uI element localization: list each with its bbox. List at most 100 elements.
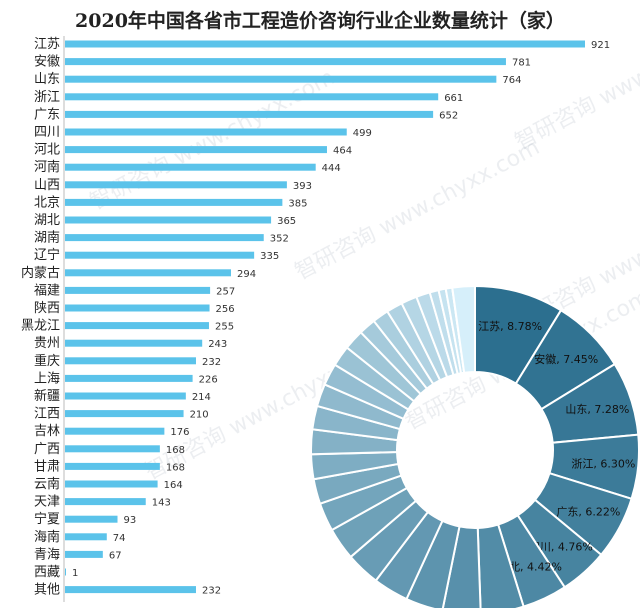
pie-slice-label: 浙江, 6.30%	[571, 457, 635, 470]
bar	[65, 445, 160, 453]
category-label: 海南	[34, 529, 60, 545]
category-label: 其他	[34, 583, 60, 598]
data-label: 210	[190, 410, 209, 421]
pie-slice-label: 广东, 6.22%	[556, 506, 620, 519]
bar	[65, 110, 434, 118]
chart-title: 2020年中国各省市工程造价咨询行业企业数量统计（家）	[75, 10, 565, 32]
bar	[65, 234, 264, 242]
category-label: 内蒙古	[21, 265, 60, 281]
bar	[65, 251, 255, 259]
data-label: 168	[166, 462, 185, 473]
data-label: 444	[322, 163, 341, 174]
data-label: 352	[270, 234, 289, 245]
category-label: 安徽	[34, 55, 60, 70]
category-label: 陕西	[34, 301, 60, 316]
pie-slice-label: 安徽, 7.45%	[534, 352, 598, 366]
data-label: 226	[199, 374, 218, 385]
data-label: 257	[216, 286, 235, 297]
bar	[65, 304, 210, 312]
data-label: 256	[216, 304, 235, 315]
bar	[65, 550, 103, 558]
bar	[65, 427, 165, 435]
pie-slice-label: 山东, 7.28%	[565, 403, 629, 416]
category-label: 宁夏	[34, 511, 60, 527]
data-label: 464	[333, 146, 352, 157]
category-label: 吉林	[34, 424, 60, 439]
data-label: 764	[502, 75, 521, 86]
bar	[65, 357, 196, 365]
category-label: 山东	[34, 72, 60, 87]
data-label: 661	[444, 93, 463, 104]
bar	[65, 128, 347, 136]
data-label: 781	[512, 58, 531, 69]
category-label: 山西	[34, 178, 60, 193]
data-label: 365	[277, 216, 296, 227]
watermark-text: 智研咨询 www.chyxx.com	[511, 5, 640, 155]
bar	[65, 515, 118, 523]
bar	[65, 146, 327, 154]
bar	[65, 163, 316, 171]
data-label: 255	[215, 322, 234, 333]
bar	[65, 410, 184, 418]
category-label: 贵州	[34, 336, 60, 351]
data-label: 335	[260, 251, 279, 262]
category-label: 甘肃	[34, 459, 60, 474]
data-label: 168	[166, 445, 185, 456]
watermark-text: 智研咨询 www.chyxx.com	[86, 65, 339, 215]
category-label: 湖南	[34, 230, 60, 246]
category-label: 浙江	[34, 90, 60, 105]
data-label: 243	[208, 339, 227, 350]
bar	[65, 216, 272, 224]
bar	[65, 462, 160, 470]
category-label: 青海	[34, 547, 60, 562]
bar	[65, 286, 211, 294]
bar	[65, 498, 146, 506]
bar	[65, 75, 497, 83]
category-label: 重庆	[34, 353, 60, 369]
watermark-text: 智研咨询 www.chyxx.com	[291, 135, 544, 285]
bar	[65, 322, 209, 330]
data-label: 393	[293, 181, 312, 192]
data-label: 1	[72, 568, 78, 579]
category-label: 辽宁	[34, 247, 60, 263]
bar	[65, 339, 203, 347]
bar	[65, 269, 231, 277]
category-label: 江苏	[34, 36, 60, 52]
category-label: 西藏	[34, 565, 60, 580]
category-label: 河南	[34, 159, 60, 175]
bar	[65, 198, 283, 206]
bar	[65, 374, 193, 382]
data-label: 232	[202, 586, 221, 597]
bar	[65, 568, 66, 576]
bar	[65, 58, 506, 66]
bar	[65, 392, 186, 400]
bar	[65, 40, 585, 48]
category-label: 天津	[34, 495, 60, 510]
data-label: 232	[202, 357, 221, 368]
category-label: 湖北	[34, 213, 60, 228]
data-label: 385	[288, 198, 307, 209]
bar	[65, 480, 158, 488]
data-label: 214	[192, 392, 211, 403]
bar	[65, 181, 287, 189]
bar	[65, 93, 439, 101]
category-label: 广东	[34, 107, 60, 122]
category-label: 广西	[34, 442, 60, 457]
bar	[65, 586, 196, 594]
data-label: 164	[164, 480, 183, 491]
data-label: 74	[113, 533, 126, 544]
category-label: 黑龙江	[21, 319, 60, 334]
category-label: 云南	[34, 476, 60, 492]
category-label: 新疆	[34, 388, 60, 404]
category-label: 福建	[34, 283, 60, 298]
pie-slice	[451, 284, 476, 374]
category-label: 河北	[34, 143, 60, 158]
data-label: 176	[170, 427, 189, 438]
data-label: 921	[591, 40, 610, 51]
pie-slice-label: 四川, 4.76%	[529, 540, 593, 553]
category-label: 上海	[34, 371, 60, 386]
data-label: 499	[353, 128, 372, 139]
data-label: 652	[439, 110, 458, 121]
